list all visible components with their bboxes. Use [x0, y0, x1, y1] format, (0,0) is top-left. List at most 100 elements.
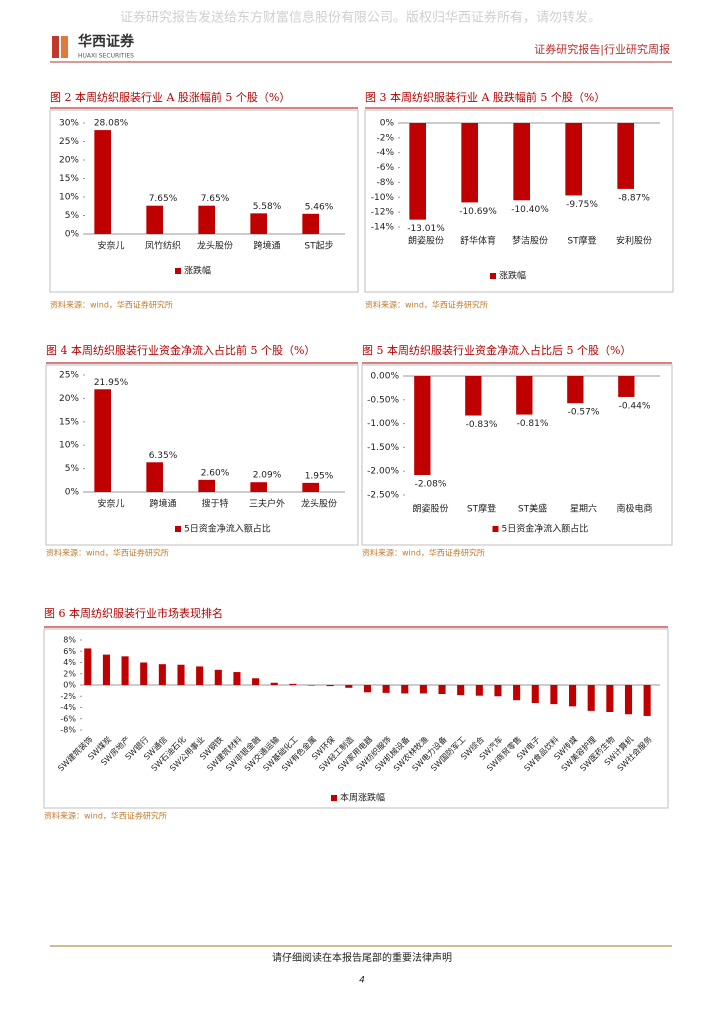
x-tick-label: 朗姿股份 — [408, 235, 444, 247]
bar — [146, 205, 163, 234]
value-label: 5.58% — [253, 202, 282, 212]
value-label: 7.65% — [201, 194, 230, 204]
x-tick-label: 跨境通 — [253, 240, 280, 252]
value-label: 1.95% — [305, 471, 334, 481]
bar — [513, 685, 521, 701]
bar — [624, 685, 633, 715]
y-tick-label: 10% — [59, 441, 79, 451]
value-label: 28.08% — [94, 119, 129, 129]
bar — [457, 685, 465, 696]
logo-text: 华西证券 — [78, 33, 135, 50]
y-tick-label: -4% — [60, 703, 76, 712]
y-tick-label: -6% — [376, 163, 394, 173]
source: 资料来源：wind，华西证券研究所 — [365, 300, 488, 310]
y-tick-label: 4% — [63, 658, 76, 667]
y-tick-label: -12% — [371, 208, 395, 218]
source: 资料来源：wind，华西证券研究所 — [362, 548, 485, 558]
value-label: -0.44% — [619, 401, 651, 411]
chart-frame — [45, 364, 359, 546]
y-tick-label: -6% — [60, 714, 76, 723]
legend-swatch — [175, 268, 181, 274]
y-tick-label: 5% — [65, 211, 80, 221]
bar — [618, 376, 635, 397]
y-tick-label: 6% — [63, 647, 76, 656]
value-label: 2.09% — [253, 471, 282, 481]
bar — [569, 685, 577, 707]
x-tick-label: 跨境通 — [149, 498, 176, 510]
y-tick-label: -8% — [376, 178, 394, 188]
y-tick-label: 25% — [59, 371, 79, 381]
bar — [250, 213, 267, 234]
watermark: 证券研究报告发送给东方财富信息股份有限公司。版权归华西证券所有，请勿转发。 — [120, 10, 601, 26]
bar — [587, 685, 595, 711]
bar — [102, 654, 110, 685]
bar — [409, 123, 426, 220]
y-tick-label: 30% — [59, 119, 79, 129]
y-tick-label: -2% — [60, 692, 76, 701]
bar — [289, 683, 297, 685]
y-tick-label: -2.00% — [367, 467, 399, 477]
y-tick-label: 10% — [59, 193, 79, 203]
logo-en: HUAXI SECURITIES — [78, 53, 134, 60]
bar — [198, 479, 215, 492]
chart-frame — [361, 364, 673, 546]
logo-mark — [61, 36, 68, 58]
chart-frame — [364, 109, 674, 293]
chart-title: 图 5 本周纺织服装行业资金净流入占比后 5 个股（%） — [362, 343, 631, 357]
legend-swatch — [490, 273, 496, 279]
chart-frame — [49, 109, 359, 293]
x-tick-label: 三夫户外 — [249, 498, 285, 510]
x-tick-label: 安利股份 — [616, 235, 652, 247]
value-label: -2.08% — [415, 480, 447, 490]
legend-label: 涨跌幅 — [499, 270, 526, 282]
y-tick-label: -2.50% — [367, 491, 399, 501]
value-label: 5.46% — [305, 202, 334, 212]
y-tick-label: 0% — [63, 681, 76, 690]
bar — [94, 389, 111, 492]
x-tick-label: 龙头股份 — [197, 240, 233, 252]
chart-frame — [43, 628, 669, 809]
bar — [419, 685, 427, 694]
value-label: -10.69% — [459, 207, 497, 217]
legend-label: 涨跌幅 — [184, 265, 211, 277]
value-label: -8.87% — [618, 193, 650, 203]
bar — [401, 685, 409, 694]
y-tick-label: -14% — [371, 223, 395, 233]
x-tick-label: 朗姿股份 — [412, 503, 448, 515]
legend-swatch — [331, 795, 337, 801]
x-tick-label: ST摩登 — [567, 235, 596, 247]
y-tick-label: 20% — [59, 156, 79, 166]
bar — [567, 376, 584, 404]
y-tick-label: 5% — [65, 464, 80, 474]
y-tick-label: 15% — [59, 417, 79, 427]
bar — [531, 685, 539, 703]
bar — [494, 685, 502, 697]
y-tick-label: -0.50% — [367, 395, 399, 405]
chart-title: 图 6 本周纺织服装行业市场表现排名 — [44, 606, 223, 620]
bar — [516, 376, 533, 415]
x-tick-label: 凤竹纺织 — [145, 240, 181, 252]
value-label: 21.95% — [94, 378, 129, 388]
legend-swatch — [175, 526, 181, 532]
bar — [307, 685, 316, 686]
bar — [461, 123, 478, 203]
bar — [475, 685, 483, 696]
source: 资料来源：wind，华西证券研究所 — [46, 548, 169, 558]
x-tick-label: 龙头股份 — [301, 498, 337, 510]
x-tick-label: 星期六 — [570, 503, 597, 515]
y-tick-label: -2% — [376, 133, 394, 143]
chart-title: 图 4 本周纺织服装行业资金净流入占比前 5 个股（%） — [46, 343, 315, 357]
x-tick-label: 安奈儿 — [97, 498, 124, 510]
y-tick-label: 0% — [380, 119, 395, 129]
legend-label: 本周涨跌幅 — [340, 792, 385, 804]
bar — [465, 376, 482, 416]
logo-mark — [52, 36, 59, 58]
bar — [158, 664, 166, 685]
bar — [121, 656, 129, 685]
y-tick-label: 0% — [65, 488, 80, 498]
bar — [617, 123, 634, 189]
y-tick-label: 2% — [63, 669, 76, 678]
bar — [140, 662, 148, 685]
value-label: -0.81% — [517, 419, 549, 429]
